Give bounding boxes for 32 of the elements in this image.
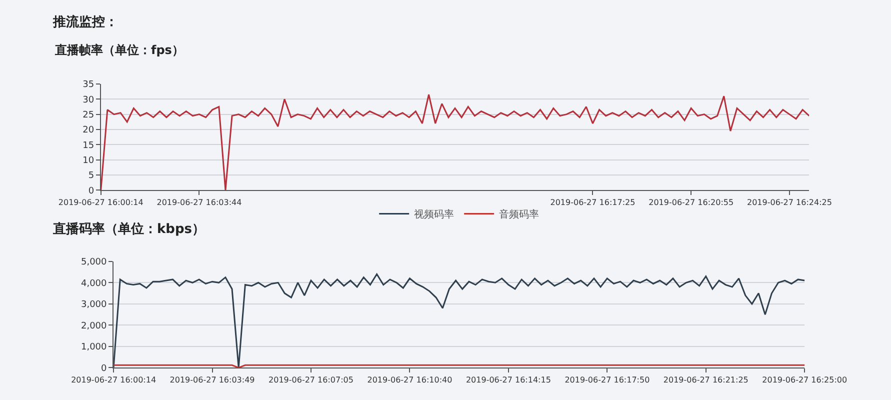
x-tick-label: 2019-06-27 16:10:40 — [367, 375, 452, 384]
x-tick-label: 2019-06-27 16:07:05 — [268, 375, 354, 384]
x-tick-label: 2019-06-27 16:00:14 — [71, 375, 156, 384]
legend-label: 视频码率 — [414, 208, 454, 221]
y-tick-label: 15 — [82, 140, 94, 151]
x-tick-label: 2019-06-27 16:17:25 — [550, 198, 636, 207]
y-tick-label: 25 — [82, 110, 94, 120]
y-tick-label: 1,000 — [80, 342, 108, 353]
y-tick-label: 0 — [101, 364, 108, 374]
y-tick-label: 10 — [82, 156, 94, 166]
x-tick-label: 2019-06-27 16:20:55 — [648, 198, 734, 207]
y-tick-label: 20 — [82, 126, 94, 136]
chart-title: 直播码率（单位：kbps） — [52, 221, 205, 237]
x-tick-label: 2019-06-27 16:25:00 — [762, 375, 848, 384]
x-tick-label: 2019-06-27 16:17:50 — [564, 375, 650, 384]
x-tick-label: 2019-06-27 16:03:44 — [156, 198, 242, 207]
x-tick-label: 2019-06-27 16:00:14 — [58, 198, 144, 207]
x-tick-label: 2019-06-27 16:21:25 — [663, 375, 748, 384]
x-tick-label: 2019-06-27 16:03:49 — [170, 375, 255, 384]
y-tick-label: 2,000 — [80, 321, 108, 332]
x-tick-label: 2019-06-27 16:14:15 — [466, 375, 551, 384]
y-tick-label: 0 — [88, 186, 94, 196]
x-tick-label: 2019-06-27 16:24:25 — [746, 198, 832, 207]
y-tick-label: 4,000 — [80, 278, 108, 289]
chart-title: 推流监控： — [52, 14, 118, 30]
y-tick-label: 5,000 — [80, 258, 108, 268]
y-tick-label: 5 — [88, 171, 94, 182]
legend-label: 音频码率 — [499, 208, 540, 221]
y-tick-label: 30 — [82, 95, 94, 106]
y-tick-label: 3,000 — [80, 300, 108, 310]
y-tick-label: 35 — [82, 80, 94, 90]
chart-subtitle: 直播帧率（单位：fps） — [54, 43, 184, 57]
